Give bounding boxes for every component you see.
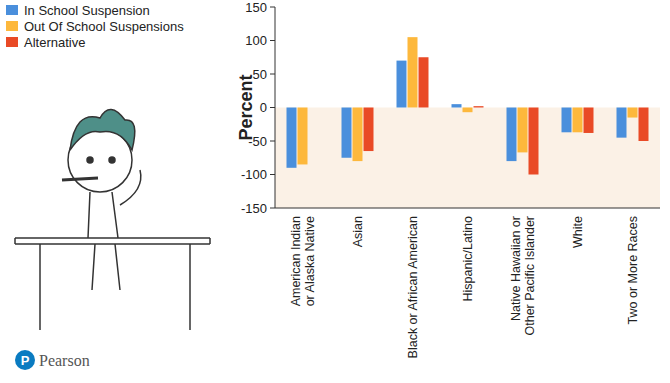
bar [529, 108, 539, 175]
y-tick [270, 174, 275, 175]
label-line: White [571, 216, 585, 248]
label-line: Hispanic/Latino [461, 216, 475, 302]
bar [353, 108, 363, 162]
bar [507, 108, 517, 162]
bar [452, 104, 462, 107]
eye [109, 157, 115, 163]
label-line: Native Hawaiian or [509, 216, 523, 321]
label-line: Asian [351, 216, 365, 247]
logo-mark [15, 350, 35, 370]
label-line: American Indian [289, 216, 303, 306]
x-axis [275, 208, 660, 209]
legend: In School SuspensionOut Of School Suspen… [6, 3, 184, 50]
desk-top [15, 237, 210, 239]
x-tick-label: Two or More Races [626, 216, 640, 324]
x-tick-label: American Indianor Alaska Native [289, 216, 317, 306]
bar [397, 61, 407, 108]
pencil [62, 178, 98, 180]
bar [463, 108, 473, 113]
bar [562, 108, 572, 133]
x-tick-label: Asian [351, 216, 365, 247]
bar [474, 106, 484, 107]
x-tick-label: White [571, 216, 585, 248]
logo-letter: P [21, 353, 30, 368]
y-axis-title: Percent [236, 74, 256, 140]
label-line: Black or African American [406, 216, 420, 358]
label-line: Two or More Races [626, 216, 640, 324]
y-tick-label: 0 [260, 100, 267, 115]
label-line: or Alaska Native [303, 216, 317, 306]
bars [287, 37, 649, 174]
y-tick [270, 74, 275, 75]
bar [287, 108, 297, 168]
legend-swatch [6, 21, 18, 31]
x-tick-label: Black or African American [406, 216, 420, 358]
y-tick [270, 7, 275, 8]
desk-edge [15, 243, 210, 245]
bar [408, 37, 418, 107]
y-tick [270, 141, 275, 142]
bar [342, 108, 352, 158]
bar [584, 108, 594, 133]
eye [87, 157, 93, 163]
brand: Pearson [39, 352, 90, 369]
label-line: Other Pacific Islander [523, 216, 537, 336]
y-tick-label: -150 [241, 201, 267, 216]
bar [628, 108, 638, 118]
legend-swatch [6, 5, 18, 15]
bar [298, 108, 308, 165]
y-tick-label: -100 [241, 167, 267, 182]
y-tick [270, 208, 275, 209]
desk-side [209, 238, 211, 244]
x-tick-label: Native Hawaiian orOther Pacific Islander [509, 216, 537, 336]
bar [639, 108, 649, 142]
y-tick [270, 107, 275, 108]
legs [92, 244, 120, 290]
body [88, 170, 141, 238]
desk-leg [189, 244, 191, 330]
bar [617, 108, 627, 138]
y-tick [270, 40, 275, 41]
bar [419, 57, 429, 107]
y-tick-label: 150 [245, 0, 267, 15]
cartoon [15, 109, 210, 330]
legend-label: Out Of School Suspensions [24, 19, 184, 34]
legend-swatch [6, 37, 18, 47]
chart: -150-100-50050100150PercentAmerican Indi… [0, 0, 670, 383]
hair [70, 109, 135, 150]
x-tick-label: Hispanic/Latino [461, 216, 475, 302]
legend-label: Alternative [24, 35, 85, 50]
legend-label: In School Suspension [24, 3, 150, 18]
desk-side [14, 238, 16, 244]
plot-bg [275, 108, 660, 209]
bar [573, 108, 583, 133]
desk-leg [39, 244, 41, 330]
y-tick-label: 100 [245, 33, 267, 48]
bar [364, 108, 374, 152]
bar [518, 108, 528, 153]
